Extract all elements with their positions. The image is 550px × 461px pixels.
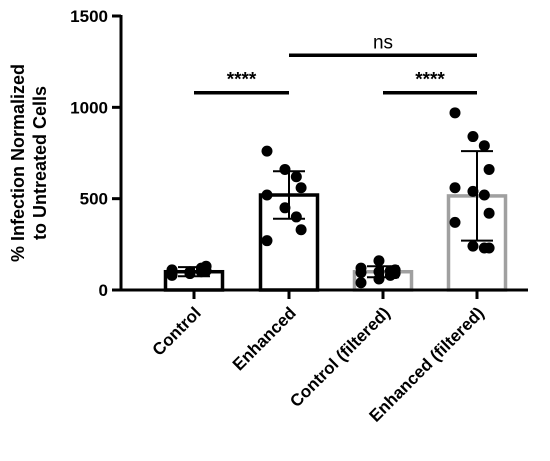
error-bars-layer: [178, 150, 493, 279]
data-point-1-2: [290, 171, 302, 183]
data-point-0-9: [184, 266, 196, 278]
y-tick-label-1: 500: [80, 190, 108, 209]
bars-layer: [163, 193, 508, 299]
data-point-3-8: [449, 216, 461, 228]
y-axis-title-line-1: % Infection Normalized: [8, 64, 28, 262]
y-tick-label-3: 1500: [70, 7, 108, 26]
significance-label-1: ns: [373, 32, 393, 53]
data-point-3-1: [467, 131, 479, 143]
data-point-1-3: [295, 182, 307, 194]
data-point-1-6: [290, 211, 302, 223]
data-point-1-8: [261, 235, 273, 247]
y-tick-label-2: 1000: [70, 98, 108, 117]
data-point-3-5: [467, 185, 479, 197]
significance-label-2: ****: [415, 70, 445, 91]
data-point-3-6: [478, 189, 490, 201]
axes-layer: [119, 15, 528, 292]
significance-label-0: ****: [227, 70, 257, 91]
data-point-3-4: [449, 182, 461, 194]
data-point-1-5: [279, 202, 291, 214]
data-point-3-3: [483, 163, 495, 175]
data-point-3-7: [483, 207, 495, 219]
data-point-2-8: [355, 262, 367, 274]
points-layer: [166, 107, 495, 289]
significance-layer: **** ns ****: [194, 32, 477, 95]
data-point-3-0: [449, 107, 461, 119]
x-category-label-2: Control (filtered): [286, 303, 394, 411]
y-axis-title: % Infection Normalized to Untreated Cell…: [8, 64, 50, 262]
y-tick-label-0: 0: [99, 281, 108, 300]
data-point-1-0: [261, 145, 273, 157]
data-point-3-9: [467, 240, 479, 252]
data-point-0-8: [166, 268, 178, 280]
data-point-1-7: [295, 224, 307, 236]
x-category-label-1: Enhanced: [229, 303, 300, 374]
data-point-2-0: [355, 277, 367, 289]
data-point-1-4: [261, 189, 273, 201]
x-category-label-0: Control: [149, 303, 205, 359]
data-point-3-2: [478, 140, 490, 152]
y-axis-ticks: 0 500 1000 1500: [70, 7, 121, 300]
data-point-2-5: [373, 266, 385, 278]
data-point-2-9: [373, 255, 385, 267]
data-point-3-11: [483, 242, 495, 254]
y-axis-title-line-2: to Untreated Cells: [30, 86, 50, 240]
